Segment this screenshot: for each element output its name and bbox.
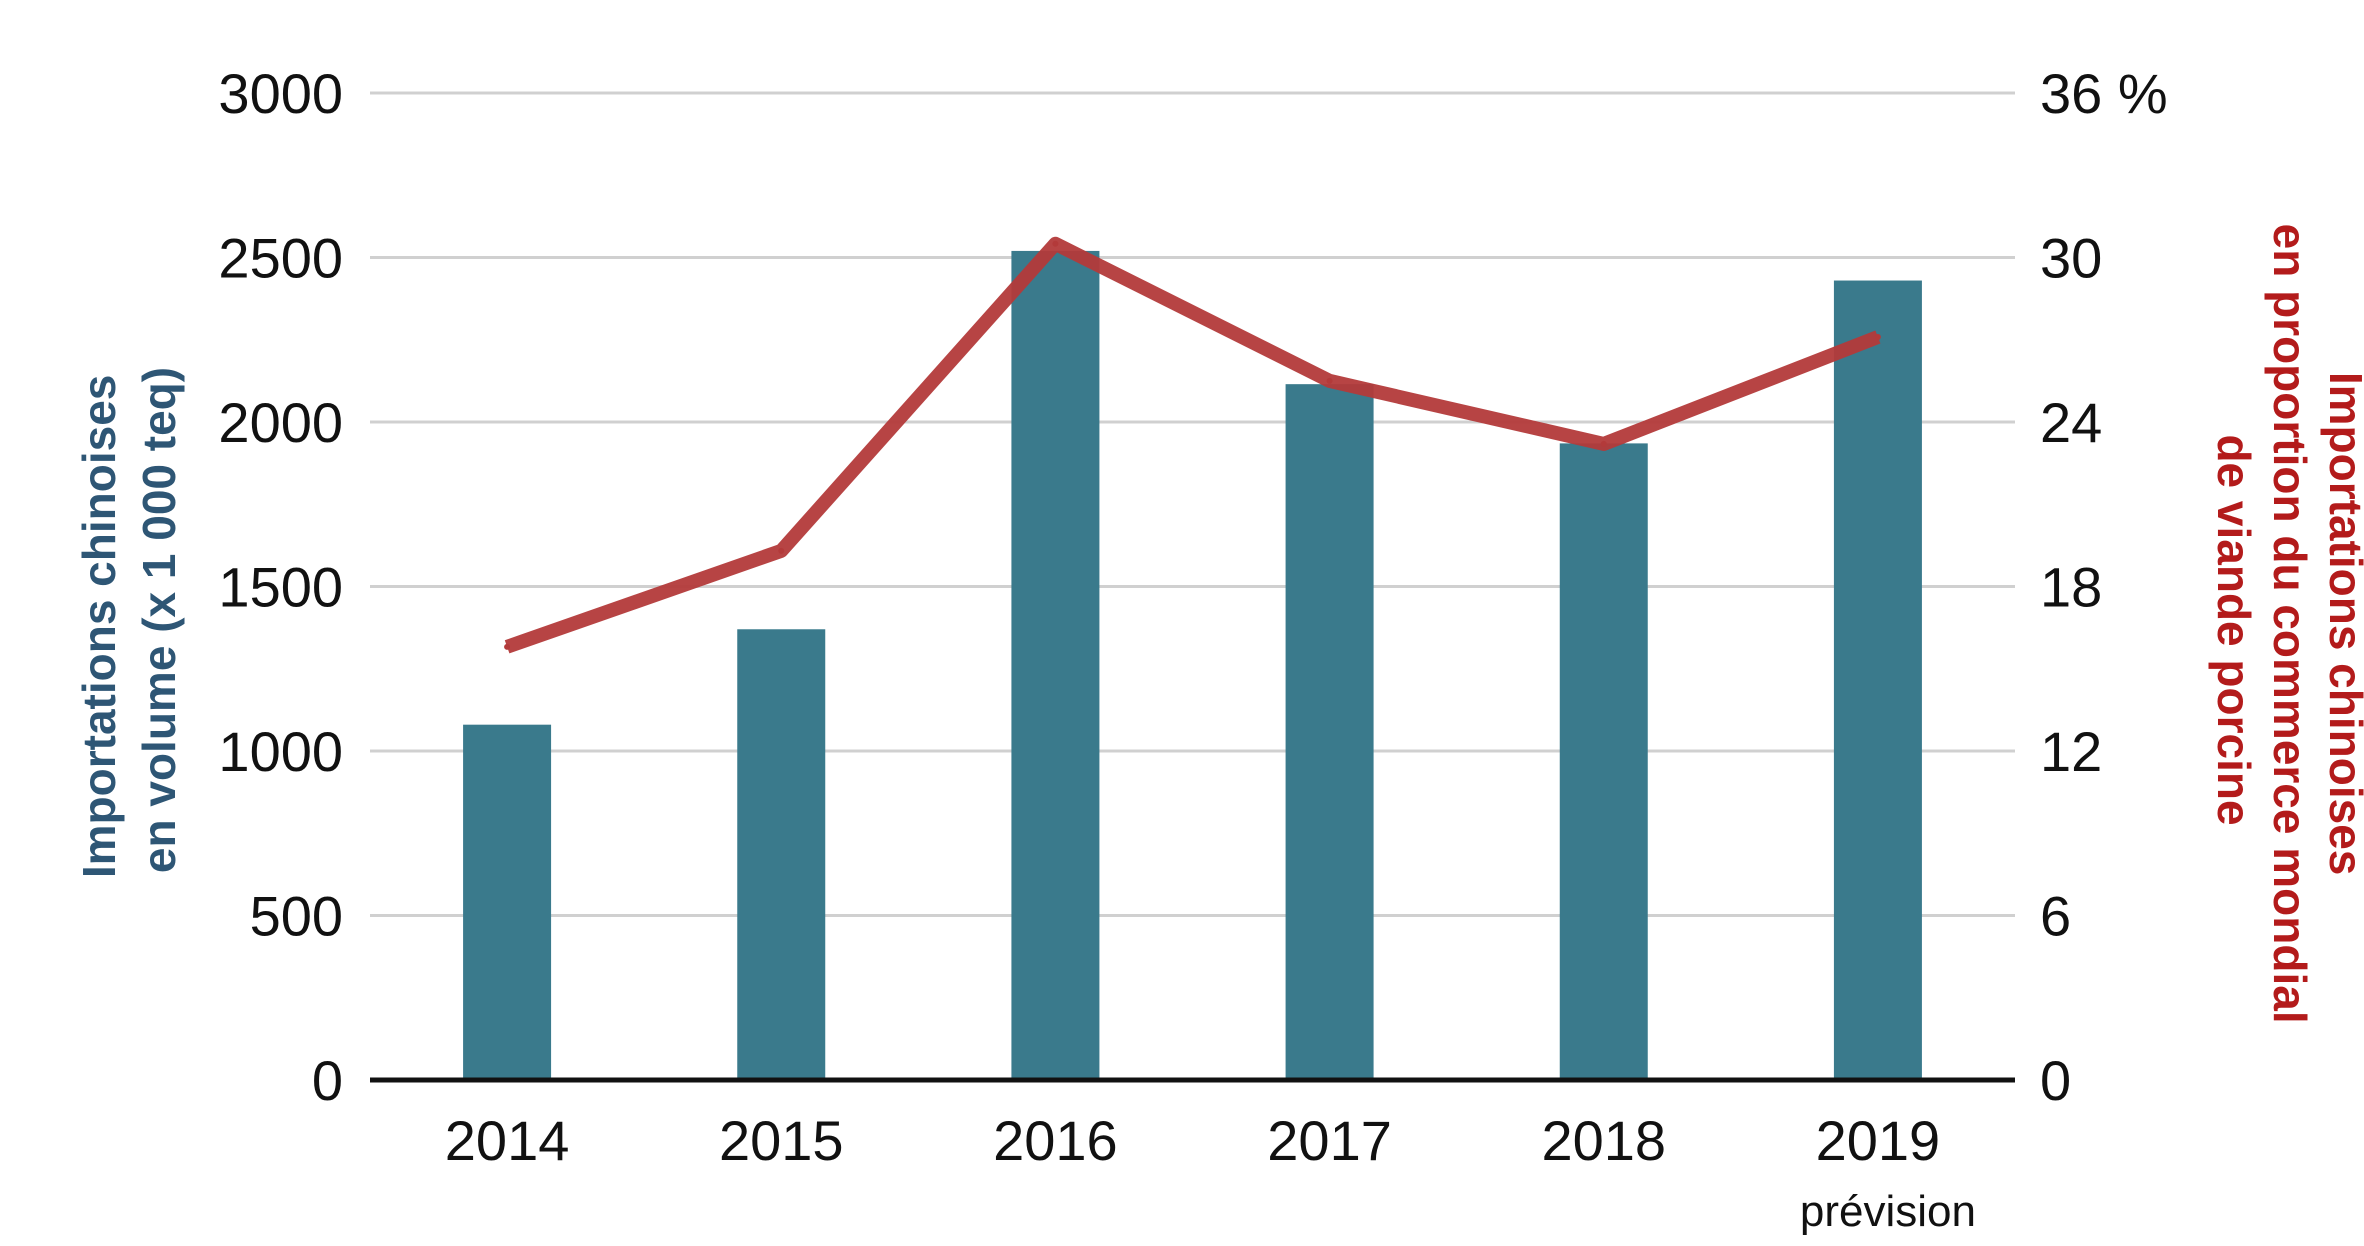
right-tick-label: 24 [2040,391,2102,454]
left-tick-label: 2500 [218,227,343,290]
left-axis-title-line: Importations chinoises [73,375,125,879]
line-point [1326,377,1333,384]
left-tick-label: 0 [312,1049,343,1112]
x-axis-ticks: 2014 2015 2016 2017 2018 2019 [445,1109,1940,1172]
right-axis-title-line: en proportion du commerce mondial [2264,224,2316,1024]
bar [1011,250,1100,1081]
left-tick-label: 1000 [218,720,343,783]
line-point [504,643,511,650]
bar [463,724,552,1080]
right-tick-label: 0 [2040,1049,2071,1112]
bar [1559,443,1648,1080]
right-tick-label: 18 [2040,556,2102,619]
x-tick-label: 2017 [1267,1109,1392,1172]
x-tick-label: 2018 [1541,1109,1666,1172]
bar-series [463,250,1922,1081]
left-tick-label: 500 [250,885,343,948]
right-tick-label: 30 [2040,227,2102,290]
line-point [778,547,785,554]
left-tick-label: 1500 [218,556,343,619]
left-tick-label: 3000 [218,62,343,125]
right-axis-ticks: 0 6 12 18 24 30 36 % [2040,62,2168,1112]
left-axis-title-line: en volume (x 1 000 teq) [133,367,185,873]
right-tick-label: 36 % [2040,62,2168,125]
left-axis-title: Importations chinoises en volume (x 1 00… [73,362,185,878]
gridlines [370,91,2015,917]
bar [1833,280,1922,1080]
line-point [1052,240,1059,247]
right-axis-title-line: de viande porcine [2208,434,2260,825]
category-note-label: prévision [1800,1187,1976,1236]
line-point [1600,440,1607,447]
x-tick-label: 2015 [719,1109,844,1172]
left-tick-label: 2000 [218,391,343,454]
line-path [504,236,1881,654]
line-series [504,236,1881,654]
right-axis-title: Importations chinoises en proportion du … [2208,224,2364,1037]
bar [1285,384,1374,1080]
bar [737,629,826,1080]
right-tick-label: 12 [2040,720,2102,783]
left-axis-ticks: 0 500 1000 1500 2000 2500 3000 [218,62,343,1112]
right-tick-label: 6 [2040,885,2071,948]
x-tick-label: 2016 [993,1109,1118,1172]
x-tick-label: 2014 [445,1109,570,1172]
x-tick-label: 2019 [1816,1109,1941,1172]
right-axis-title-line: Importations chinoises [2320,372,2364,876]
line-point [1874,334,1881,341]
